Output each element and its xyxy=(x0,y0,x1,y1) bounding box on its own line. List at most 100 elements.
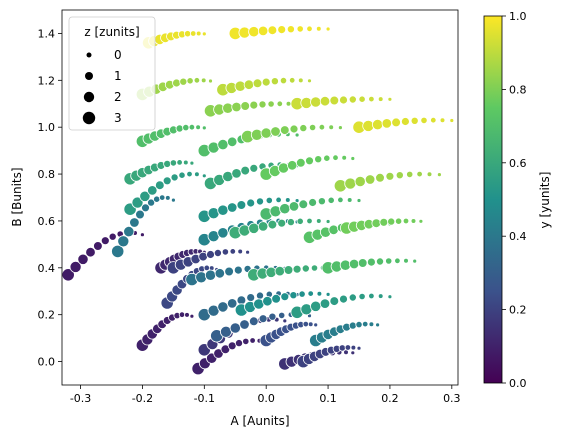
data-point xyxy=(243,79,255,90)
data-point xyxy=(348,293,357,302)
data-point xyxy=(394,257,401,264)
colorbar-tick-label: 0.8 xyxy=(509,83,527,96)
data-point xyxy=(249,316,259,327)
data-point xyxy=(217,204,229,216)
data-point xyxy=(274,265,286,277)
data-point xyxy=(296,25,304,33)
data-point xyxy=(158,194,166,201)
data-point xyxy=(387,217,396,226)
data-point xyxy=(348,321,357,330)
data-point xyxy=(233,265,243,275)
data-point xyxy=(195,271,208,284)
legend-label-0: 0 xyxy=(114,48,122,62)
y-tick-label: 0.2 xyxy=(38,309,56,322)
x-tick-label: -0.3 xyxy=(70,392,91,405)
data-point xyxy=(201,173,207,179)
data-point xyxy=(201,31,207,37)
data-point xyxy=(277,218,287,228)
data-point xyxy=(400,117,410,126)
data-point xyxy=(270,126,281,137)
data-point xyxy=(221,248,229,256)
data-point xyxy=(267,219,278,230)
data-point xyxy=(301,264,310,273)
data-point xyxy=(355,320,363,329)
data-point xyxy=(439,117,446,123)
data-point xyxy=(204,269,217,281)
data-point xyxy=(344,344,352,351)
data-point xyxy=(289,124,299,134)
data-point xyxy=(257,25,269,37)
data-point xyxy=(327,196,335,204)
legend-title: z [zunits] xyxy=(84,25,139,39)
data-point xyxy=(371,218,382,229)
data-point xyxy=(193,77,201,84)
data-point xyxy=(129,217,140,228)
data-point xyxy=(328,124,335,131)
legend-marker-1 xyxy=(85,72,93,80)
data-point xyxy=(175,124,184,133)
data-point xyxy=(358,95,366,103)
data-point xyxy=(315,25,322,32)
data-point xyxy=(337,125,343,130)
data-point xyxy=(184,30,192,38)
data-point xyxy=(305,156,314,166)
data-point xyxy=(242,337,250,345)
data-point xyxy=(184,312,190,318)
data-point xyxy=(310,264,319,272)
data-point xyxy=(406,170,414,178)
x-tick-label: -0.1 xyxy=(194,392,215,405)
data-point xyxy=(198,251,208,262)
data-point xyxy=(339,259,351,271)
data-point xyxy=(163,159,172,168)
data-point xyxy=(368,321,375,328)
data-point xyxy=(169,159,177,167)
data-point xyxy=(368,292,375,300)
data-point xyxy=(282,318,288,324)
data-point xyxy=(280,292,290,302)
data-point xyxy=(371,119,384,131)
data-point xyxy=(255,197,264,206)
data-point xyxy=(217,139,229,151)
data-point xyxy=(170,173,179,182)
data-point xyxy=(217,301,229,313)
data-point xyxy=(261,77,271,87)
data-point xyxy=(231,101,242,113)
data-point xyxy=(329,95,340,106)
data-point xyxy=(268,312,277,321)
data-point xyxy=(189,313,195,319)
data-point xyxy=(348,95,357,104)
colorbar-tick-label: 0.6 xyxy=(509,157,527,170)
data-point xyxy=(147,185,158,196)
colorbar: 0.0 0.2 0.4 0.6 0.8 1.0 y [yunits] xyxy=(483,10,552,390)
data-point xyxy=(306,217,313,225)
colorbar-tick-label: 0.0 xyxy=(509,377,527,390)
data-point xyxy=(255,291,264,300)
data-point xyxy=(188,123,196,131)
y-tick-label: 0.8 xyxy=(38,168,56,181)
data-point xyxy=(237,248,244,255)
data-point xyxy=(294,132,300,138)
data-point xyxy=(117,235,130,248)
data-point xyxy=(385,171,395,181)
data-point xyxy=(391,117,401,128)
data-point xyxy=(69,260,82,273)
data-point xyxy=(278,311,286,319)
data-point xyxy=(201,125,207,131)
x-axis-label: A [Aunits] xyxy=(230,414,289,428)
data-point xyxy=(265,266,277,278)
data-point xyxy=(258,100,267,109)
data-point xyxy=(337,196,344,204)
data-point xyxy=(279,203,291,215)
data-point xyxy=(246,293,256,303)
data-point xyxy=(338,344,346,352)
data-point xyxy=(350,350,356,356)
data-point xyxy=(377,293,384,299)
data-point xyxy=(248,222,260,234)
data-point xyxy=(108,232,117,241)
data-point xyxy=(238,224,251,237)
data-point xyxy=(186,170,193,178)
data-point xyxy=(271,293,281,304)
data-point xyxy=(252,78,263,89)
data-point xyxy=(155,180,165,191)
